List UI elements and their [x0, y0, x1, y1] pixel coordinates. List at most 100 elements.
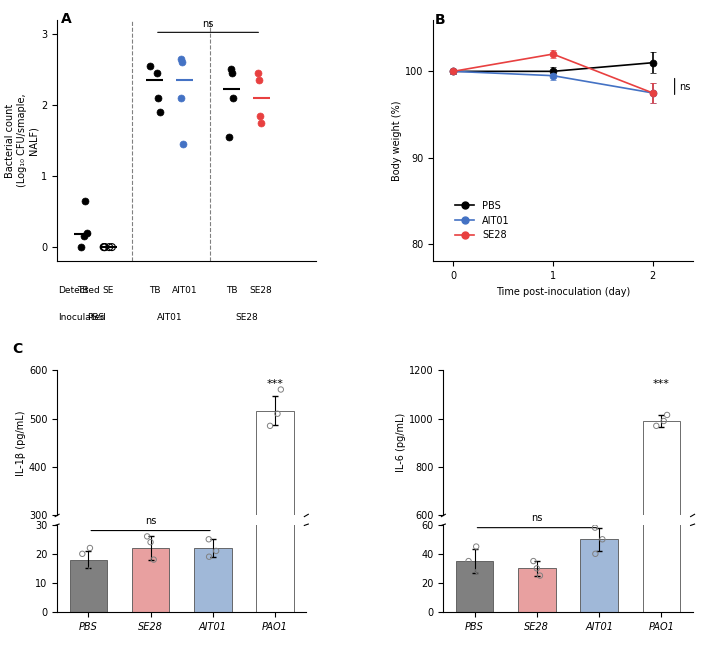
Point: [264, 421, 276, 431]
Point: [661, 409, 673, 420]
Point: [589, 641, 600, 651]
Point: [141, 643, 153, 651]
Text: PBS: PBS: [87, 312, 104, 322]
Point: [472, 649, 483, 651]
Bar: [256, 411, 294, 651]
Point: [177, 139, 188, 149]
Text: TB: TB: [226, 286, 237, 295]
Text: ***: ***: [653, 379, 670, 389]
Point: [84, 645, 96, 651]
Text: TB: TB: [149, 286, 161, 295]
Y-axis label: IL-6 (pg/mL): IL-6 (pg/mL): [396, 413, 406, 473]
Point: [275, 384, 286, 395]
Point: [203, 551, 215, 562]
Point: [225, 64, 236, 74]
Point: [145, 644, 156, 651]
Point: [223, 132, 235, 142]
Point: [76, 646, 88, 651]
Point: [531, 648, 543, 651]
Point: [211, 645, 222, 651]
Point: [463, 647, 474, 651]
Text: ns: ns: [531, 514, 543, 523]
Text: Detected: Detected: [58, 286, 100, 295]
Point: [148, 555, 159, 565]
Point: [472, 566, 483, 577]
Point: [148, 647, 159, 651]
Point: [86, 563, 97, 574]
Point: [141, 531, 153, 542]
Point: [590, 549, 601, 559]
Point: [226, 68, 238, 78]
Bar: [580, 539, 618, 612]
Bar: [256, 0, 294, 612]
Bar: [456, 561, 493, 612]
Bar: [194, 650, 231, 651]
Point: [528, 647, 539, 651]
Point: [176, 53, 187, 64]
Point: [650, 421, 662, 431]
Point: [154, 107, 166, 117]
Point: [227, 92, 238, 103]
Point: [79, 196, 91, 206]
Text: ***: ***: [267, 379, 283, 389]
Text: SE28: SE28: [235, 312, 258, 322]
Point: [658, 416, 670, 426]
Point: [211, 546, 222, 556]
Point: [590, 646, 601, 651]
Text: Inoculated: Inoculated: [58, 312, 106, 322]
Text: ns: ns: [680, 82, 691, 92]
Bar: [643, 421, 680, 651]
Point: [254, 110, 266, 120]
Point: [528, 556, 539, 566]
Legend: PBS, AIT01, SE28: PBS, AIT01, SE28: [451, 197, 513, 244]
Y-axis label: IL-1β (pg/mL): IL-1β (pg/mL): [16, 410, 26, 475]
Point: [252, 68, 263, 78]
Point: [151, 68, 163, 78]
Point: [104, 242, 115, 253]
Point: [255, 117, 266, 128]
Text: SE: SE: [102, 286, 114, 295]
Text: AIT01: AIT01: [157, 312, 183, 322]
Text: SE28: SE28: [250, 286, 273, 295]
Text: B: B: [436, 13, 446, 27]
Point: [203, 643, 214, 651]
Bar: [518, 568, 555, 612]
Bar: [132, 548, 169, 612]
Bar: [580, 648, 618, 651]
Point: [531, 563, 543, 574]
Point: [463, 556, 474, 566]
Point: [76, 549, 88, 559]
Point: [272, 409, 283, 419]
Point: [84, 543, 96, 553]
Point: [76, 242, 87, 253]
Point: [145, 537, 156, 547]
Bar: [69, 560, 107, 612]
Point: [597, 643, 608, 651]
Point: [176, 92, 187, 103]
Text: ns: ns: [202, 19, 213, 29]
Text: A: A: [61, 12, 71, 26]
Point: [106, 242, 118, 253]
Bar: [194, 548, 231, 612]
Point: [99, 242, 111, 253]
Y-axis label: Bacterial count
(Log₁₀ CFU/smaple,
NALF): Bacterial count (Log₁₀ CFU/smaple, NALF): [5, 94, 39, 187]
Point: [203, 534, 214, 544]
Y-axis label: Body weight (%): Body weight (%): [392, 100, 402, 181]
Point: [534, 570, 545, 581]
Point: [153, 92, 164, 103]
Text: TB: TB: [77, 286, 89, 295]
Text: AIT01: AIT01: [172, 286, 198, 295]
X-axis label: Time post-inoculation (day): Time post-inoculation (day): [496, 286, 630, 297]
Point: [98, 242, 109, 253]
Point: [253, 75, 265, 85]
Point: [471, 542, 482, 552]
Point: [589, 523, 600, 533]
Point: [99, 242, 111, 253]
Point: [81, 228, 93, 238]
Point: [597, 534, 608, 544]
Text: ns: ns: [145, 516, 156, 527]
Text: C: C: [12, 342, 23, 355]
Point: [176, 57, 188, 68]
Point: [534, 650, 545, 651]
Bar: [132, 650, 169, 651]
